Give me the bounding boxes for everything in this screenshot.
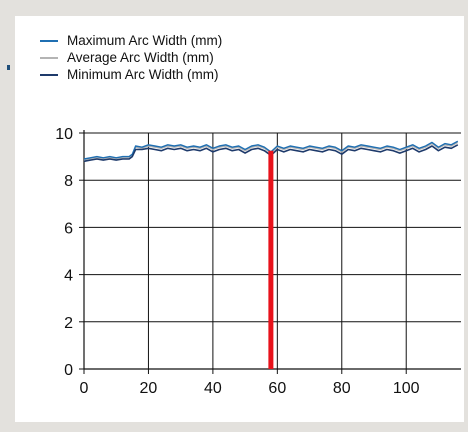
y-tick-label-1: 2 [64, 315, 73, 332]
series-line-average [83, 141, 459, 161]
y-tick-label-3: 6 [64, 220, 73, 237]
legend-label-average: Average Arc Width (mm) [67, 50, 214, 65]
series-line-maximum [83, 140, 459, 160]
legend-item-maximum: Maximum Arc Width (mm) [40, 32, 222, 49]
y-tick-label-2: 4 [64, 268, 73, 285]
legend-swatch-average [40, 56, 58, 59]
x-tick-label-3: 60 [268, 380, 286, 397]
legend-label-maximum: Maximum Arc Width (mm) [67, 33, 223, 48]
x-tick-label-1: 20 [140, 380, 158, 397]
legend-item-minimum: Minimum Arc Width (mm) [40, 66, 222, 83]
legend-item-average: Average Arc Width (mm) [40, 49, 222, 66]
chart-legend: Maximum Arc Width (mm) Average Arc Width… [40, 32, 222, 83]
legend-label-minimum: Minimum Arc Width (mm) [67, 67, 219, 82]
legend-swatch-minimum [40, 73, 58, 76]
x-tick-label-0: 0 [80, 380, 89, 397]
panel-edge-marker [7, 65, 10, 70]
y-tick-label-4: 8 [64, 173, 73, 190]
chart-panel [15, 16, 464, 422]
legend-swatch-maximum [40, 39, 58, 42]
series-line-minimum [83, 144, 459, 163]
x-tick-label-4: 80 [333, 380, 351, 397]
y-tick-label-0: 0 [64, 362, 73, 379]
x-tick-label-5: 100 [393, 380, 420, 397]
x-tick-label-2: 40 [204, 380, 222, 397]
y-tick-label-5: 10 [55, 126, 73, 143]
